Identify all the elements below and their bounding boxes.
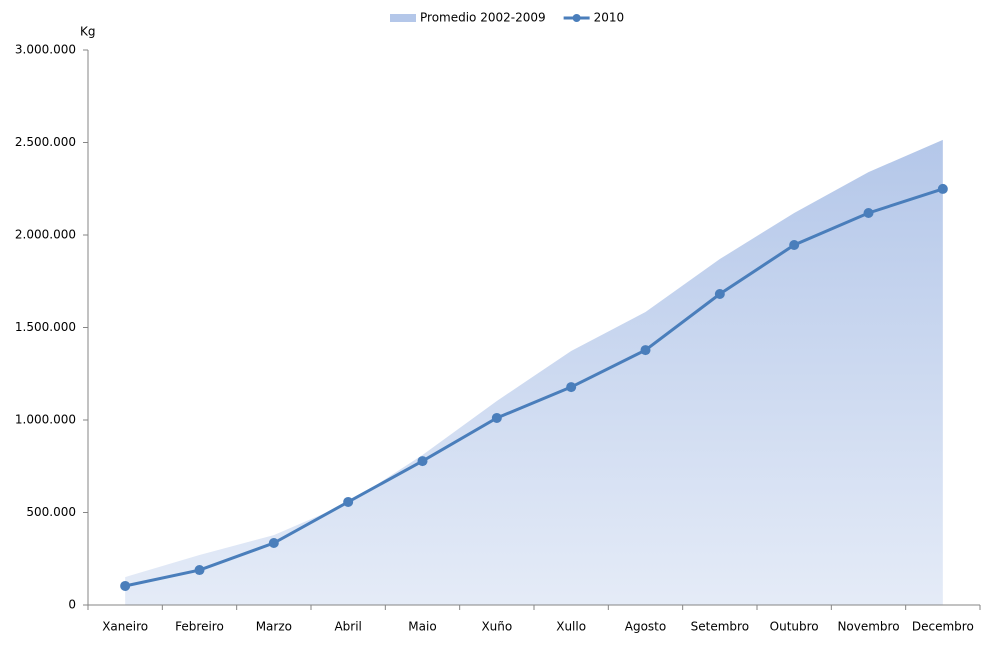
y-tick-label: 2.000.000	[15, 228, 76, 242]
marker	[714, 289, 725, 300]
y-tick-label: 500.000	[26, 505, 76, 519]
marker	[343, 496, 354, 507]
x-tick-label: Xullo	[556, 620, 586, 634]
legend-label: 2010	[594, 11, 625, 25]
y-tick-label: 1.500.000	[15, 320, 76, 334]
x-tick-label: Marzo	[256, 620, 292, 634]
y-tick-label: 2.500.000	[15, 135, 76, 149]
marker	[789, 239, 800, 250]
marker	[120, 580, 131, 591]
marker	[937, 183, 948, 194]
y-tick-label: 0	[68, 598, 76, 612]
x-tick-label: Abril	[334, 620, 361, 634]
y-tick-label: 3.000.000	[15, 43, 76, 57]
marker	[863, 207, 874, 218]
area	[125, 139, 943, 605]
legend-swatch	[390, 14, 416, 22]
x-tick-label: Xuño	[481, 620, 512, 634]
x-tick-label: Novembro	[837, 620, 899, 634]
y-tick-label: 1.000.000	[15, 413, 76, 427]
x-tick-label: Decembro	[912, 620, 974, 634]
y-axis-title: Kg	[80, 25, 96, 39]
legend: Promedio 2002-2009 2010	[390, 11, 624, 25]
marker	[491, 412, 502, 423]
marker	[194, 565, 205, 576]
x-tick-label: Setembro	[691, 620, 749, 634]
line	[124, 187, 944, 588]
x-tick-label: Xaneiro	[102, 620, 148, 634]
x-tick-label: Febreiro	[175, 620, 224, 634]
marker	[268, 538, 279, 549]
x-tick-label: Agosto	[625, 620, 666, 634]
legend-label: Promedio 2002-2009	[420, 11, 546, 25]
marker	[566, 382, 577, 393]
x-tick-label: Outubro	[770, 620, 819, 634]
marker	[640, 345, 651, 356]
marker	[417, 456, 428, 467]
legend-marker	[572, 14, 581, 22]
x-tick-label: Maio	[408, 620, 436, 634]
